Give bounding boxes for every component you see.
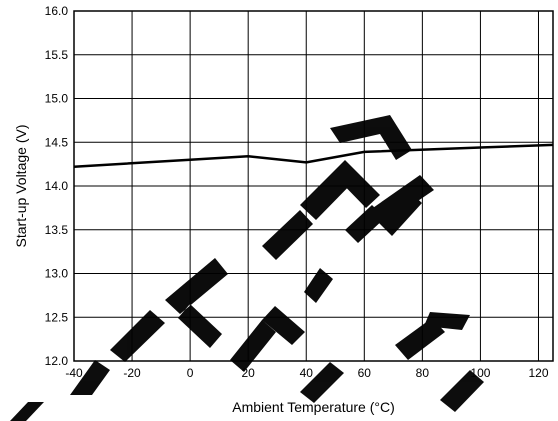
x-tick-labels: -40 -20 0 20 40 60 80 100 120 bbox=[65, 366, 548, 380]
series-line-0 bbox=[73, 143, 554, 168]
x-tick-label-1: -20 bbox=[123, 366, 141, 380]
x-tick-label-2: 0 bbox=[187, 366, 194, 380]
grid-lines bbox=[73, 10, 553, 362]
y-tick-label-5: 14.5 bbox=[45, 135, 69, 149]
x-tick-label-0: -40 bbox=[65, 366, 83, 380]
y-tick-label-0: 12.0 bbox=[45, 354, 69, 368]
series-layer bbox=[73, 143, 554, 168]
y-tick-label-6: 15.0 bbox=[45, 92, 69, 106]
y-tick-label-4: 14.0 bbox=[45, 179, 69, 193]
watermark-logo bbox=[10, 115, 484, 421]
x-tick-label-6: 80 bbox=[416, 366, 430, 380]
y-tick-label-8: 16.0 bbox=[45, 4, 69, 18]
x-tick-label-5: 60 bbox=[358, 366, 372, 380]
y-tick-label-2: 13.0 bbox=[45, 267, 69, 281]
y-axis-title: Start-up Voltage (V) bbox=[13, 125, 29, 248]
x-tick-label-8: 120 bbox=[528, 366, 548, 380]
y-tick-label-1: 12.5 bbox=[45, 310, 69, 324]
plot-frame bbox=[73, 10, 554, 362]
y-tick-label-7: 15.5 bbox=[45, 48, 69, 62]
x-tick-label-4: 40 bbox=[300, 366, 314, 380]
y-tick-labels: 12.0 12.5 13.0 13.5 14.0 14.5 15.0 15.5 16.0 bbox=[45, 4, 69, 368]
x-axis-title: Ambient Temperature (°C) bbox=[232, 399, 395, 415]
y-tick-label-3: 13.5 bbox=[45, 223, 69, 237]
